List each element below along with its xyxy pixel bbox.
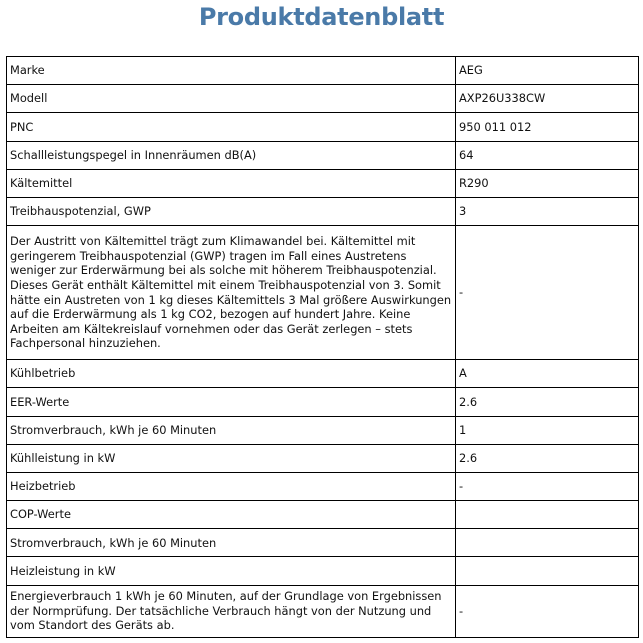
- table-row: PNC 950 011 012: [6, 112, 639, 142]
- row-value: -: [455, 225, 639, 361]
- row-label: Stromverbrauch, kWh je 60 Minuten: [6, 528, 456, 558]
- row-label: EER-Werte: [6, 387, 456, 417]
- table-row: Der Austritt von Kältemittel trägt zum K…: [6, 225, 639, 361]
- row-value: R290: [455, 168, 639, 198]
- row-value: 2.6: [455, 443, 639, 473]
- table-row: Marke AEG: [6, 55, 639, 86]
- product-data-table: Marke AEG Modell AXP26U338CW PNC 950 011 012 S…: [6, 55, 639, 638]
- row-label: Treibhauspotenzial, GWP: [6, 196, 456, 227]
- row-value: 2.6: [455, 387, 639, 417]
- row-label: Schallleistungspegel in Innenräumen dB(A…: [6, 140, 456, 170]
- row-label: COP-Werte: [6, 500, 456, 530]
- row-label: Modell: [6, 84, 456, 114]
- row-value: 3: [455, 196, 639, 227]
- row-label: Stromverbrauch, kWh je 60 Minuten: [6, 415, 456, 445]
- row-value: 1: [455, 415, 639, 445]
- table-row: EER-Werte 2.6: [6, 387, 639, 417]
- page-title: Produktdatenblatt: [198, 3, 445, 31]
- row-label: PNC: [6, 112, 456, 142]
- row-value: AEG: [455, 55, 639, 86]
- row-label: Heizleistung in kW: [6, 556, 456, 586]
- row-value: [455, 528, 639, 558]
- table-row: Energieverbrauch 1 kWh je 60 Minuten, au…: [6, 584, 639, 638]
- table-row: Kühlleistung in kW 2.6: [6, 443, 639, 473]
- row-value: 950 011 012: [455, 112, 639, 142]
- row-label: Heizbetrieb: [6, 471, 456, 502]
- row-value: [455, 556, 639, 586]
- table-row: Kältemittel R290: [6, 168, 639, 198]
- row-value: A: [455, 359, 639, 389]
- row-value: 64: [455, 140, 639, 170]
- row-value: -: [455, 584, 639, 638]
- table-row: Stromverbrauch, kWh je 60 Minuten 1: [6, 415, 639, 445]
- table-row: Treibhauspotenzial, GWP 3: [6, 196, 639, 227]
- table-row: COP-Werte: [6, 500, 639, 530]
- row-label: Der Austritt von Kältemittel trägt zum K…: [6, 225, 456, 361]
- table-row: Modell AXP26U338CW: [6, 84, 639, 114]
- table-row: Heizleistung in kW: [6, 556, 639, 586]
- row-label: Kühlbetrieb: [6, 359, 456, 389]
- row-label: Energieverbrauch 1 kWh je 60 Minuten, au…: [6, 584, 456, 638]
- row-label: Kältemittel: [6, 168, 456, 198]
- table-row: Stromverbrauch, kWh je 60 Minuten: [6, 528, 639, 558]
- row-value: [455, 500, 639, 530]
- row-value: -: [455, 471, 639, 502]
- row-label: Marke: [6, 55, 456, 86]
- table-row: Schallleistungspegel in Innenräumen dB(A…: [6, 140, 639, 170]
- row-value: AXP26U338CW: [455, 84, 639, 114]
- row-label: Kühlleistung in kW: [6, 443, 456, 473]
- table-row: Kühlbetrieb A: [6, 359, 639, 389]
- table-row: Heizbetrieb -: [6, 471, 639, 502]
